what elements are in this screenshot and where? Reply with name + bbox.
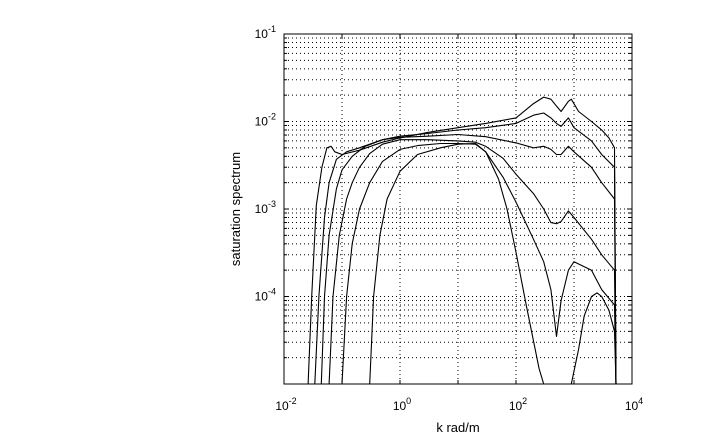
series-line-3 bbox=[320, 133, 617, 385]
x-tick-label: 10-2 bbox=[275, 396, 296, 413]
series-lines bbox=[307, 96, 617, 385]
x-tick-labels: 10-2 100 102 104 bbox=[275, 396, 643, 413]
x-tick-label: 102 bbox=[509, 396, 527, 413]
series-line-1 bbox=[307, 96, 617, 385]
x-tick-label: 100 bbox=[393, 396, 411, 413]
series-line-5 bbox=[341, 142, 617, 385]
series-line-6 bbox=[369, 142, 545, 385]
y-tick-label: 10-2 bbox=[255, 112, 276, 129]
series-line-4 bbox=[328, 139, 617, 385]
x-tick-label: 104 bbox=[625, 396, 643, 413]
y-axis-label: saturation spectrum bbox=[228, 152, 243, 266]
y-tick-label: 10-3 bbox=[255, 199, 276, 216]
series-line-2 bbox=[314, 112, 617, 385]
plot-area bbox=[284, 34, 632, 384]
y-tick-label: 10-4 bbox=[255, 287, 276, 304]
ticks bbox=[283, 34, 633, 385]
series-line-7 bbox=[570, 292, 617, 385]
x-axis-label: k rad/m bbox=[436, 420, 479, 435]
y-tick-label: 10-1 bbox=[255, 24, 276, 41]
y-tick-labels: 10-1 10-2 10-3 10-4 bbox=[255, 24, 276, 304]
